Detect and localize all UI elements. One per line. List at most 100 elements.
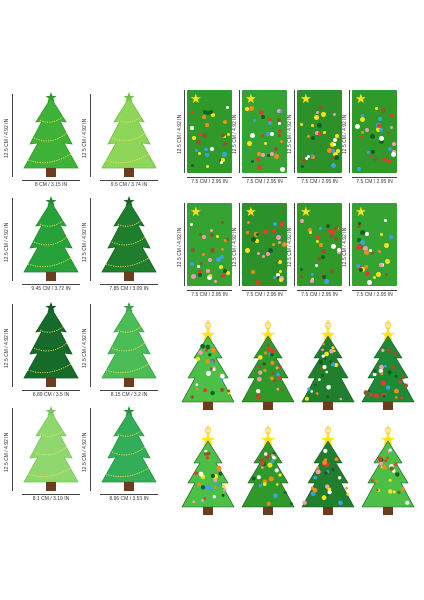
width-dimension-line (22, 284, 80, 285)
sticker-dot (330, 235, 333, 238)
sticker-dot (335, 134, 339, 138)
sticker-dot (360, 240, 365, 245)
width-dimension-line (242, 290, 287, 291)
width-dimension-line (187, 290, 232, 291)
height-label: 12.5 CM / 4.92 IN (82, 432, 88, 472)
sticker-dot (319, 106, 323, 110)
sticker-dot (323, 131, 326, 134)
sticker-dot (274, 147, 278, 151)
sticker-dot (384, 219, 387, 222)
sticker-dot (387, 132, 390, 135)
sticker-dot (379, 128, 383, 132)
sticker-dot (255, 280, 260, 285)
sticker-dot (220, 161, 223, 164)
sticker-dot (311, 155, 315, 159)
sticker-dot (369, 155, 372, 158)
sticker-dot (333, 143, 336, 146)
width-label: 8.96 CM / 3.53 IN (109, 496, 149, 502)
sticker-dot (210, 233, 214, 237)
sticker-dot (317, 257, 321, 261)
star-sticker-icon: ★ (355, 204, 367, 219)
sticker-dot (390, 126, 393, 129)
sticker-dot (209, 274, 212, 277)
sticker-dot (256, 233, 259, 236)
sticker-dot (301, 158, 306, 163)
sticker-dot (321, 255, 325, 259)
sticker-dot (364, 250, 369, 255)
sticker-dot (214, 280, 217, 283)
sticker-sheet: ★ (297, 203, 342, 286)
sticker-dot (191, 274, 196, 279)
sticker-dot (385, 259, 390, 264)
sticker-dot (367, 280, 372, 285)
sticker-dot (391, 152, 396, 157)
width-label: 8 CM / 3.15 IN (34, 182, 68, 188)
sticker-dot (210, 248, 215, 253)
sticker-dot (267, 154, 270, 157)
sticker-dot (337, 248, 341, 252)
sticker-dot (219, 265, 223, 269)
sticker-dot (360, 117, 365, 122)
sticker-dot (268, 121, 272, 125)
height-dimension-line (349, 90, 350, 173)
sticker-dot (307, 135, 310, 138)
ornament-tree (238, 423, 298, 523)
sticker-dot (359, 268, 363, 272)
sticker-dot (361, 114, 364, 117)
sticker-dot (273, 222, 277, 226)
sticker-dot (247, 141, 252, 146)
christmas-tree-icon (23, 92, 79, 177)
width-label: 7.5 CM / 2.95 IN (246, 292, 283, 298)
sticker-dot (305, 157, 308, 160)
sticker-dot (279, 270, 282, 273)
sticker-dot (276, 259, 279, 262)
sticker-dot (245, 248, 250, 253)
width-label: 8.1 CM / 3.19 IN (32, 496, 70, 502)
sticker-dot (309, 231, 312, 234)
sticker-dot (226, 238, 229, 241)
sticker-dot (198, 273, 202, 277)
tree-item: 12.5 CM / 4.92 IN 8.96 CM / 3.53 IN (82, 406, 160, 502)
sticker-dot (390, 114, 394, 118)
sticker-dot (216, 257, 221, 262)
width-dimension-line (100, 284, 158, 285)
sticker-dot (373, 276, 376, 279)
sticker-dot (319, 227, 322, 230)
width-dimension-line (297, 290, 342, 291)
width-dimension-line (100, 390, 158, 391)
sticker-dot (277, 118, 281, 122)
sticker-dot (224, 239, 227, 242)
height-label: 12.5 CM / 4.92 IN (4, 328, 10, 368)
sticker-dot (380, 233, 383, 236)
height-label: 12.5 CM / 4.92 IN (4, 118, 10, 158)
sticker-dot (365, 232, 369, 236)
sticker-dot (357, 224, 361, 228)
sticker-dot (365, 128, 369, 132)
sticker-dot (377, 124, 381, 128)
sticker-dot (249, 106, 254, 111)
sticker-dot (206, 111, 210, 115)
sticker-dot (278, 134, 281, 137)
sticker-dot (333, 113, 336, 116)
sticker-dot (261, 115, 265, 119)
height-label: 12.5 CM / 4.92 IN (177, 227, 183, 267)
sticker-dot (274, 154, 279, 159)
sticker-sheet: ★ (187, 203, 232, 286)
sticker-dot (316, 235, 320, 239)
sticker-dot (367, 151, 370, 154)
sticker-dot (223, 142, 227, 146)
height-dimension-line (239, 203, 240, 286)
sticker-dot (357, 238, 361, 242)
width-dimension-line (22, 390, 80, 391)
sticker-dot (315, 131, 319, 135)
tree-item: 12.5 CM / 4.92 IN 7.85 CM / 3.09 IN (82, 196, 160, 292)
sticker-dot (261, 153, 265, 157)
sticker-dot (300, 123, 303, 126)
sticker-dot (311, 136, 315, 140)
sticker-dot (307, 155, 310, 158)
height-dimension-line (184, 90, 185, 173)
sticker-dot (277, 109, 281, 113)
sticker-dot (266, 132, 270, 136)
sticker-dot (190, 126, 194, 130)
sticker-sheet-item: ★ 12.5 CM / 4.92 IN 7.5 CM / 2.95 IN (232, 203, 292, 313)
